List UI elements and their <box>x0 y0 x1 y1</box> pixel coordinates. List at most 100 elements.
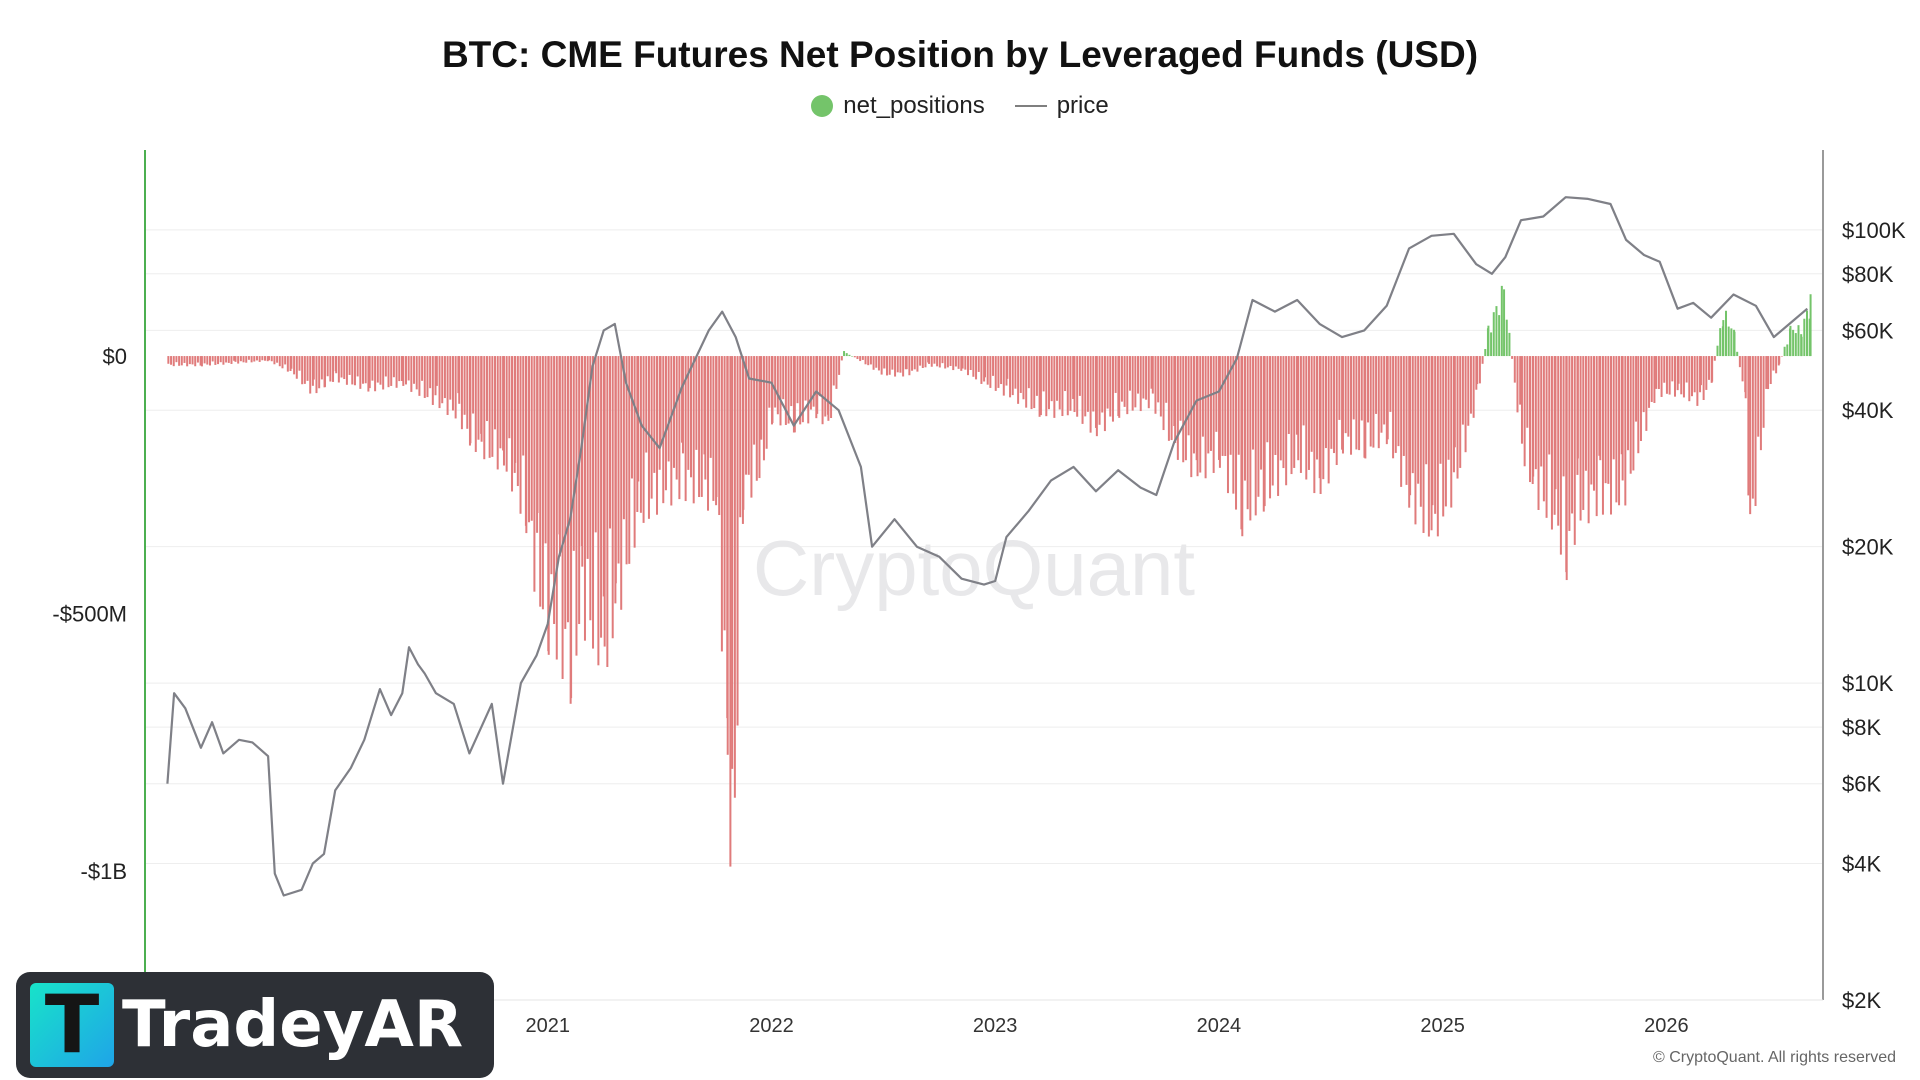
net-position-bar <box>709 356 712 458</box>
net-position-bar <box>1565 356 1568 581</box>
net-position-bar <box>413 356 416 384</box>
right-tick-label: $80K <box>1842 262 1894 287</box>
net-position-bar <box>374 356 377 392</box>
net-position-bar <box>975 356 978 380</box>
net-position-bar <box>1576 356 1579 459</box>
green-dot-icon <box>811 95 834 117</box>
net-position-bar <box>1639 356 1642 442</box>
net-position-bar <box>954 356 957 367</box>
net-position-bar <box>499 356 502 449</box>
net-position-bar <box>1095 356 1098 437</box>
net-position-bar <box>1002 356 1005 396</box>
net-position-bar <box>1199 356 1202 473</box>
net-position-bar <box>196 356 199 363</box>
net-position-bar <box>1653 356 1656 403</box>
net-position-bar <box>214 356 217 365</box>
net-position-bar <box>1645 356 1648 431</box>
net-position-bar <box>351 356 354 385</box>
right-tick-label: $100K <box>1842 218 1906 243</box>
net-position-bar <box>653 356 656 473</box>
net-position-bar <box>1590 356 1593 485</box>
net-position-bar <box>736 356 739 726</box>
net-position-bar <box>1459 356 1462 468</box>
net-position-bar <box>472 356 475 414</box>
net-position-bar <box>1017 356 1020 404</box>
net-position-bar <box>681 356 684 454</box>
net-position-bar <box>1092 356 1095 412</box>
net-position-bar <box>1595 356 1598 517</box>
net-position-bar <box>1364 356 1367 459</box>
net-position-bar <box>1145 356 1148 400</box>
net-position-bar <box>225 356 228 363</box>
net-position-bar <box>933 356 936 364</box>
net-position-bar <box>175 356 178 363</box>
net-position-bar <box>239 356 242 362</box>
net-position-bar <box>1232 356 1235 494</box>
net-position-bar <box>977 356 980 372</box>
net-position-bar <box>426 356 429 398</box>
net-position-bar <box>1775 356 1778 374</box>
legend-item-net-positions[interactable]: net_positions <box>811 92 985 120</box>
net-position-bar <box>1587 356 1590 524</box>
net-position-bar <box>1490 332 1493 357</box>
net-position-bar <box>525 356 528 534</box>
net-position-bar <box>1629 356 1632 474</box>
net-position-bar <box>960 356 963 371</box>
net-position-bar <box>1076 356 1079 417</box>
net-position-bar <box>796 356 799 404</box>
net-position-bar <box>539 356 542 607</box>
net-position-bar <box>1056 356 1059 401</box>
right-tick-label: $10K <box>1842 671 1894 696</box>
net-position-bar <box>1000 356 1003 385</box>
net-position-bar <box>715 356 718 498</box>
net-position-bar <box>816 356 819 414</box>
net-position-bar <box>1282 356 1285 469</box>
net-position-bar <box>1350 356 1353 455</box>
net-position-bar <box>1174 356 1177 444</box>
net-position-bar <box>1039 356 1042 416</box>
net-position-bar <box>1400 356 1403 487</box>
net-position-bar <box>1425 356 1428 465</box>
net-position-bar <box>1207 356 1210 454</box>
net-position-bar <box>812 356 815 407</box>
net-position-bar <box>348 356 351 375</box>
net-position-bar <box>1313 356 1316 494</box>
net-position-bar <box>303 356 306 384</box>
net-position-bar <box>782 356 785 400</box>
net-position-bar <box>295 356 298 379</box>
net-position-bar <box>1279 356 1282 461</box>
net-position-bar <box>1134 356 1137 408</box>
net-position-bar <box>894 356 897 377</box>
net-position-bar <box>1719 328 1722 357</box>
net-position-bar <box>533 356 536 592</box>
net-position-bar <box>1727 326 1730 357</box>
net-position-bar <box>899 356 902 373</box>
net-position-bar <box>1778 356 1781 364</box>
net-position-bar <box>1453 356 1456 448</box>
net-position-bar <box>642 356 645 523</box>
net-position-bar <box>1708 356 1711 380</box>
net-position-bar <box>1042 356 1045 392</box>
net-position-bar <box>463 356 466 415</box>
net-position-bar <box>1078 356 1081 396</box>
net-position-bar <box>1532 356 1535 477</box>
net-position-bar <box>502 356 505 466</box>
net-position-bar <box>1011 356 1014 396</box>
net-position-bar <box>1131 356 1134 411</box>
net-position-bar <box>547 356 550 655</box>
net-position-bar <box>1287 356 1290 434</box>
net-position-bar <box>429 356 432 389</box>
net-position-bar <box>1157 356 1160 403</box>
net-position-bar <box>1106 356 1109 409</box>
left-tick-label: -$500M <box>52 602 127 627</box>
net-position-bar <box>1006 356 1009 379</box>
net-position-bar <box>600 356 603 638</box>
net-position-bar <box>1243 356 1246 481</box>
net-position-bar <box>739 356 742 518</box>
net-position-bar <box>208 356 211 366</box>
net-position-bar <box>233 356 236 361</box>
net-position-bar <box>675 356 678 480</box>
net-position-bar <box>293 356 296 375</box>
net-position-bar <box>1319 356 1322 494</box>
legend-item-price[interactable]: price <box>1014 92 1109 120</box>
